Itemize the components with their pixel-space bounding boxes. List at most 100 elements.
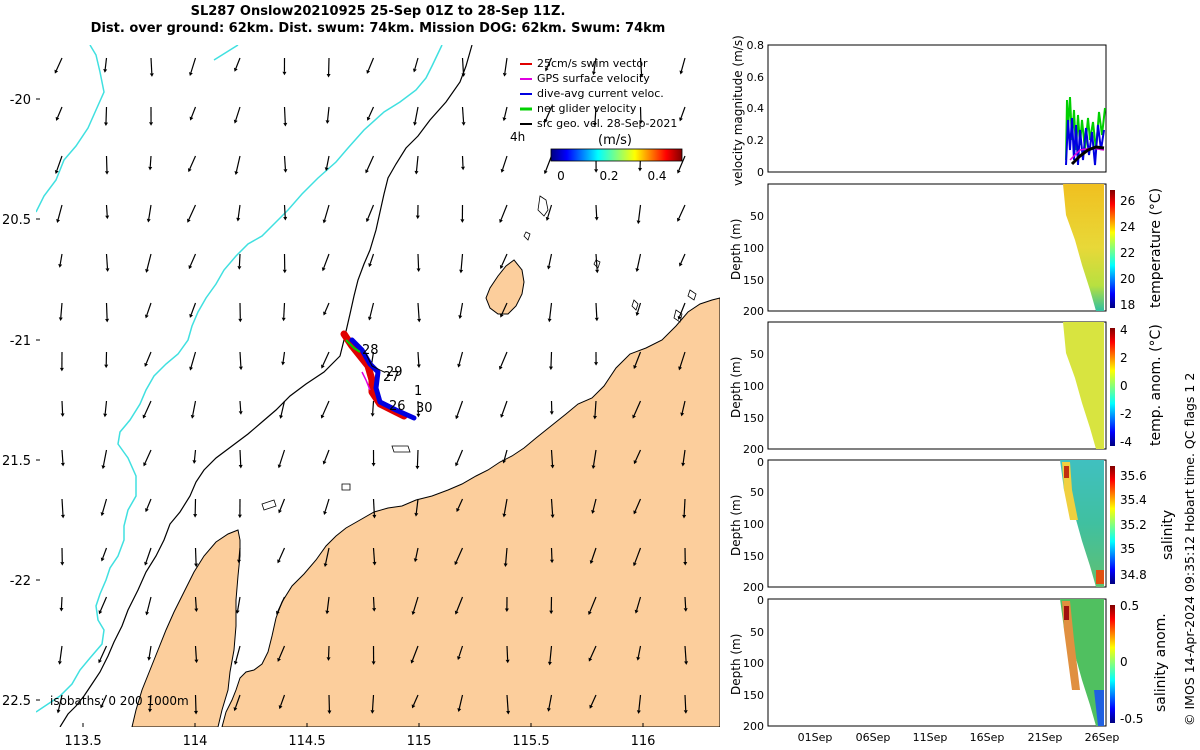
velocity-arrow [635, 253, 642, 272]
velocity-arrow [594, 204, 599, 221]
velocity-arrow [595, 253, 600, 274]
svg-text:100: 100 [743, 657, 764, 670]
peninsula-land [131, 529, 241, 727]
velocity-arrow [416, 253, 421, 272]
velocity-arrow [142, 400, 152, 419]
svg-text:35.4: 35.4 [1120, 493, 1147, 507]
velocity-arrow [283, 155, 288, 173]
velocity-arrow [368, 253, 375, 268]
velocity-arrow [56, 204, 63, 223]
lat-tick-label: 22.5 [2, 694, 31, 709]
velocity-arrow [238, 302, 243, 323]
day-label-1: 1 [414, 384, 422, 399]
velocity-arrow [636, 204, 642, 225]
velocity-arrow [146, 204, 152, 223]
velocity-arrow [105, 204, 110, 220]
velocity-arrow [633, 547, 642, 567]
velocity-arrow [372, 498, 377, 519]
isobaths-label: isobaths: 0 200 1000m [50, 694, 189, 708]
velocity-arrow [371, 449, 376, 467]
velocity-arrow [457, 351, 464, 368]
velocity-arrow [503, 547, 508, 567]
lon-tick-label: 115 [407, 734, 432, 749]
map-ticks [36, 98, 644, 727]
lat-tick-label: -20 [10, 93, 31, 108]
velocity-arrow [238, 449, 243, 469]
velocity-arrow [365, 204, 375, 223]
velocity-arrow [104, 351, 109, 369]
day-label-28: 28 [362, 343, 379, 358]
isobath-200m [36, 45, 443, 713]
velocity-arrow [549, 596, 554, 615]
lon-tick-label: 116 [631, 734, 656, 749]
velocity-arrow [325, 596, 330, 615]
svg-text:GPS surface velocity: GPS surface velocity [537, 72, 650, 85]
velocity-arrow [502, 57, 508, 77]
velocity-ytick: 0.6 [747, 71, 765, 84]
svg-text:18: 18 [1120, 298, 1135, 312]
svg-text:16Sep: 16Sep [970, 731, 1005, 744]
velocity-arrow [238, 351, 243, 371]
velocity-arrow [681, 449, 686, 467]
velocity-arrow [499, 204, 508, 224]
temperature-label: temperature (°C) [1148, 188, 1164, 308]
svg-text:150: 150 [743, 274, 764, 287]
salinity-anomaly-panel: Depth (m) 0 50 100 150 200 0.5 0 -0.5 sa… [729, 594, 1169, 744]
velocity-arrow [365, 155, 375, 174]
velocity-arrow [320, 400, 330, 419]
velocity-arrow [278, 694, 286, 710]
velocity-arrow [233, 106, 241, 124]
velocity-arrow [57, 645, 63, 665]
velocity-arrow [682, 498, 687, 519]
svg-text:0: 0 [757, 594, 764, 607]
velocity-arrow [326, 645, 331, 661]
velocity-arrow [189, 57, 197, 77]
velocity-arrow [677, 302, 686, 320]
velocity-arrow [98, 645, 108, 664]
velocity-arrow [455, 449, 464, 467]
map-lat-axis: -20 20.5 -21 21.5 -22 22.5 [2, 93, 31, 709]
day-label-26: 26 [389, 399, 406, 414]
velocity-arrow [283, 106, 288, 127]
velocity-arrow [547, 645, 553, 666]
velocity-arrow [189, 351, 197, 371]
velocity-arrow [188, 253, 197, 270]
velocity-arrow [100, 547, 108, 562]
velocity-arrow [234, 155, 241, 175]
velocity-arrow [417, 302, 422, 323]
velocity-arrow [458, 302, 464, 319]
velocity-arrow [194, 547, 199, 568]
svg-text:100: 100 [743, 518, 764, 531]
velocity-arrow [105, 302, 110, 323]
velocity-arrow [592, 400, 597, 420]
velocity-arrow [145, 498, 152, 513]
velocity-arrow [59, 351, 64, 372]
temp-anomaly-section [1063, 322, 1104, 449]
temperature-section [1063, 184, 1104, 311]
velocity-arrow [277, 449, 286, 469]
barrow-island [485, 259, 525, 315]
velocity-arrow [323, 302, 330, 316]
velocity-arrow [281, 351, 286, 366]
velocity-arrow [370, 694, 375, 714]
temp-anomaly-label: temp. anom. (°C) [1148, 324, 1164, 446]
velocity-arrow [461, 57, 466, 77]
svg-text:06Sep: 06Sep [856, 731, 891, 744]
velocity-arrow [683, 694, 688, 714]
svg-text:-4: -4 [1120, 435, 1132, 449]
velocity-arrow [414, 498, 419, 517]
legend-gps-velocity: GPS surface velocity [520, 72, 650, 85]
velocity-arrow [544, 106, 553, 124]
map-title-line1: SL287 Onslow20210925 25-Sep 01Z to 28-Se… [190, 4, 566, 19]
temp-anomaly-panel: Depth (m) 50 100 150 200 4 2 0 -2 -4 tem… [729, 321, 1164, 456]
map-lon-axis: 113.5 114 114.5 115 115.5 116 [64, 734, 655, 749]
velocity-arrow [679, 106, 686, 122]
velocity-arrow [103, 106, 108, 126]
svg-text:11Sep: 11Sep [913, 731, 948, 744]
svg-text:25cm/s swim vector: 25cm/s swim vector [537, 57, 648, 70]
svg-text:2: 2 [1120, 351, 1128, 365]
velocity-arrow [415, 204, 420, 220]
svg-text:35.6: 35.6 [1120, 469, 1147, 483]
velocity-arrow [60, 547, 65, 566]
velocity-arrow [323, 547, 330, 568]
